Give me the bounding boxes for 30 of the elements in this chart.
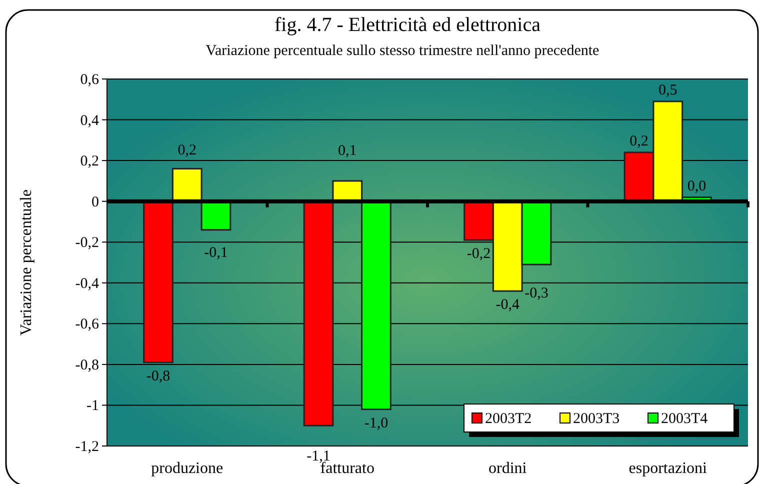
data-label: -0,8: [146, 368, 170, 384]
y-tick-label: -0,8: [75, 357, 99, 374]
y-tick-label: -0,6: [75, 316, 100, 333]
data-label: 0,2: [630, 133, 648, 150]
chart-title: fig. 4.7 - Elettricità ed elettronica: [274, 14, 541, 36]
y-tick-label: -1: [86, 398, 99, 414]
chart-subtitle: Variazione percentuale sullo stesso trimestre nell'anno precedente: [206, 43, 600, 59]
data-label: -1,0: [364, 415, 388, 432]
data-label: -0,1: [204, 244, 228, 261]
legend-label: 2003T4: [661, 411, 708, 427]
y-tick-label: 0,2: [80, 154, 99, 170]
y-tick-label: -0,4: [75, 276, 100, 292]
x-tick-label: ordini: [488, 460, 528, 477]
data-label: 0,0: [687, 178, 706, 194]
legend-label: 2003T3: [573, 411, 620, 427]
y-tick-label: 0,6: [80, 72, 100, 88]
y-tick-label: -1,2: [75, 439, 99, 455]
y-axis-title: Variazione percentuale: [18, 189, 35, 336]
y-tick-label: 0,4: [80, 112, 100, 129]
y-tick-label: 0: [92, 194, 99, 210]
x-tick-label: produzione: [151, 460, 224, 477]
data-label: -0,2: [466, 246, 491, 262]
data-label: 0,5: [658, 82, 678, 98]
data-label: -0,4: [496, 297, 520, 314]
x-tick-label: esportazioni: [628, 460, 708, 477]
legend-label: 2003T2: [485, 411, 532, 427]
data-label: 0,2: [178, 142, 196, 159]
data-label: 0,1: [338, 142, 357, 159]
y-tick-label: -0,2: [75, 235, 99, 252]
data-label: -0,3: [524, 286, 548, 302]
